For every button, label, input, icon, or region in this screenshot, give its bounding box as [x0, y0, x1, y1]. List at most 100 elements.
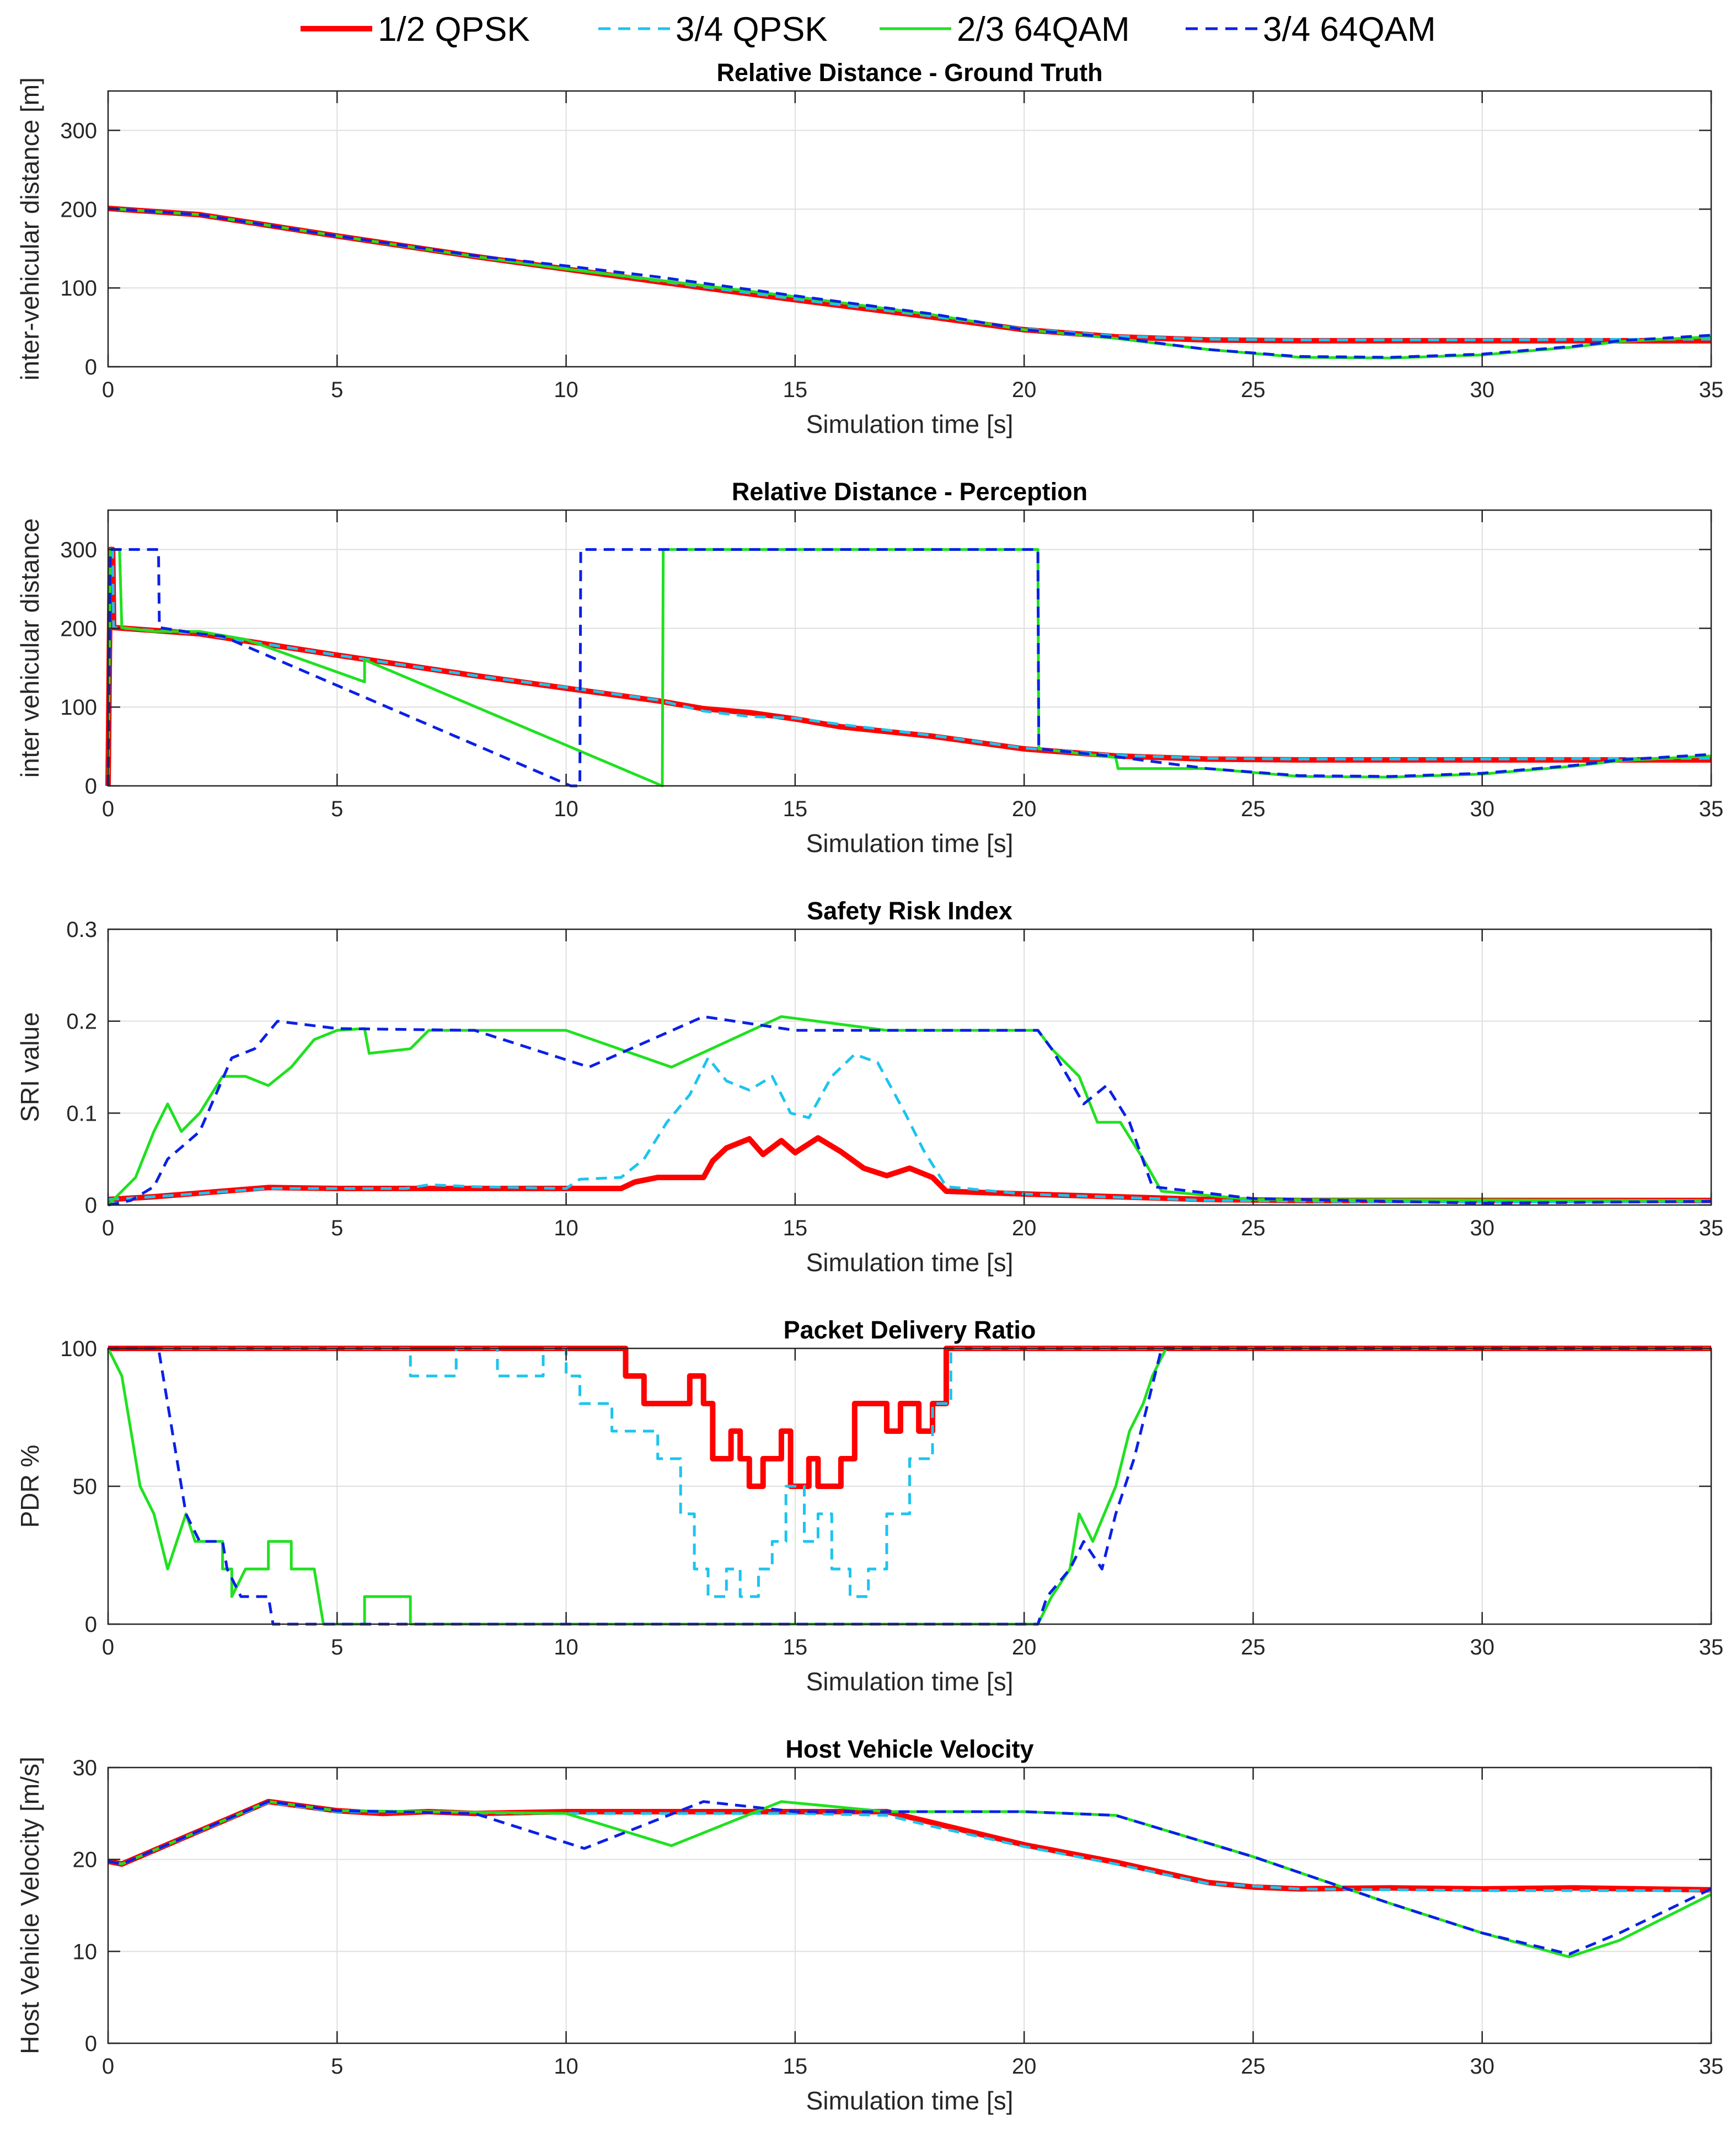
x-tick-label: 20 [1012, 378, 1037, 402]
series-group [108, 1798, 1712, 1958]
series-line-3-4-64qam [106, 548, 1712, 788]
x-tick-label: 10 [554, 2054, 578, 2079]
x-tick-label: 10 [554, 1216, 578, 1240]
x-tick-label: 0 [102, 1635, 114, 1659]
y-tick-label: 300 [60, 119, 97, 143]
y-axis-label: inter vehicular distance [15, 518, 44, 778]
x-tick-label: 30 [1470, 2054, 1494, 2079]
x-tick-label: 10 [554, 797, 578, 821]
axes-box [107, 90, 1712, 368]
series-line-3-4-qpsk [108, 207, 1712, 341]
y-tick-label: 200 [60, 197, 97, 222]
series-group [105, 547, 1712, 788]
series-line-2-3-64qam [108, 207, 1712, 360]
x-tick-label: 15 [783, 797, 808, 821]
series-line-3-4-64qam [108, 1800, 1712, 1956]
x-axis-label: Simulation time [s] [806, 1667, 1014, 1696]
plot-area [108, 91, 1711, 367]
y-axis-label: Host Vehicle Velocity [m/s] [15, 1757, 44, 2054]
y-tick-label: 0 [85, 774, 97, 799]
y-tick-label: 10 [73, 1940, 98, 1964]
x-tick-label: 25 [1241, 1635, 1266, 1659]
x-tick-label: 25 [1241, 1216, 1266, 1240]
x-axis-label: Simulation time [s] [806, 829, 1014, 858]
series-line-2-3-64qam [106, 1347, 1711, 1626]
x-tick-label: 0 [102, 1216, 114, 1240]
legend: 1/2 QPSK 3/4 QPSK 2/3 64QAM 3/4 64QAM [301, 10, 1436, 49]
x-tick-label: 5 [331, 797, 343, 821]
axes-box [107, 1766, 1712, 2044]
x-tick-label: 20 [1012, 1216, 1037, 1240]
x-tick-label: 15 [783, 1635, 808, 1659]
series-line-1-2-qpsk [108, 1135, 1711, 1203]
chart-packet-delivery-ratio: 0 5 10 15 20 25 30 35 0 50 100 Packet Delivery Rati… [15, 1316, 1723, 1696]
y-tick-label: 20 [73, 1848, 98, 1872]
y-tick-label: 0 [85, 355, 97, 379]
x-tick-label: 20 [1012, 2054, 1037, 2079]
plot-area [108, 510, 1711, 786]
series-line-1-2-qpsk [108, 1346, 1711, 1489]
y-tick-label: 30 [73, 1756, 98, 1780]
legend-label-2-3-64qam: 2/3 64QAM [957, 10, 1130, 49]
chart-relative-distance-perception: 0 5 10 15 20 25 30 35 0 100 200 300 Relative Distanc… [15, 478, 1723, 858]
y-axis-label: PDR % [15, 1445, 44, 1528]
x-tick-label: 15 [783, 2054, 808, 2079]
y-tick-label: 0 [85, 2032, 97, 2056]
legend-label-3-4-qpsk: 3/4 QPSK [676, 10, 828, 49]
y-tick-label: 200 [60, 617, 97, 641]
x-tick-label: 0 [102, 378, 114, 402]
x-tick-label: 35 [1699, 378, 1724, 402]
y-tick-label: 50 [73, 1475, 98, 1499]
x-tick-label: 0 [102, 797, 114, 821]
x-tick-label: 30 [1470, 1635, 1494, 1659]
x-tick-label: 30 [1470, 797, 1494, 821]
y-tick-label: 0 [85, 1613, 97, 1637]
y-tick-label: 0.1 [66, 1101, 97, 1126]
chart-title: Safety Risk Index [807, 897, 1012, 925]
series-group [108, 205, 1712, 360]
x-tick-label: 15 [783, 1216, 808, 1240]
y-tick-label: 0 [85, 1193, 97, 1218]
x-tick-label: 20 [1012, 797, 1037, 821]
x-axis-label: Simulation time [s] [806, 1248, 1014, 1277]
x-tick-label: 25 [1241, 797, 1266, 821]
y-tick-label: 0.2 [66, 1010, 97, 1034]
y-axis-label: inter-vehicular distance [m] [15, 77, 44, 381]
chart-title: Relative Distance - Ground Truth [716, 58, 1102, 87]
x-tick-label: 10 [554, 1635, 578, 1659]
x-tick-label: 10 [554, 378, 578, 402]
x-tick-label: 5 [331, 2054, 343, 2079]
x-axis-label: Simulation time [s] [806, 410, 1014, 438]
series-group [107, 1015, 1712, 1207]
y-axis-label: SRI value [15, 1012, 44, 1122]
y-tick-label: 0.3 [66, 918, 97, 942]
x-tick-label: 5 [331, 378, 343, 402]
legend-label-1-2-qpsk: 1/2 QPSK [378, 10, 530, 49]
x-tick-label: 5 [331, 1216, 343, 1240]
x-tick-label: 5 [331, 1635, 343, 1659]
series-line-2-3-64qam [107, 1015, 1712, 1206]
y-tick-label: 100 [60, 276, 97, 301]
x-axis-label: Simulation time [s] [806, 2086, 1014, 2115]
chart-title: Packet Delivery Ratio [784, 1316, 1036, 1344]
chart-relative-distance-ground-truth: 0 5 10 15 20 25 30 35 0 100 200 300 Relative Distanc… [15, 58, 1723, 438]
x-tick-label: 35 [1699, 797, 1724, 821]
legend-label-3-4-64qam: 3/4 64QAM [1263, 10, 1436, 49]
x-tick-label: 25 [1241, 2054, 1266, 2079]
y-tick-label: 100 [60, 1337, 97, 1361]
x-tick-label: 35 [1699, 1635, 1724, 1659]
axes-box [107, 928, 1712, 1206]
plot-area [108, 929, 1711, 1205]
x-tick-label: 30 [1470, 378, 1494, 402]
y-tick-label: 300 [60, 538, 97, 562]
x-tick-label: 35 [1699, 1216, 1724, 1240]
axes-box [107, 509, 1712, 787]
x-tick-label: 25 [1241, 378, 1266, 402]
chart-host-vehicle-velocity: 0 5 10 15 20 25 30 35 0 10 20 30 Host Vehicle Veloci… [15, 1735, 1723, 2115]
x-tick-label: 20 [1012, 1635, 1037, 1659]
chart-title: Host Vehicle Velocity [785, 1735, 1033, 1763]
x-tick-label: 15 [783, 378, 808, 402]
x-tick-label: 35 [1699, 2054, 1724, 2079]
